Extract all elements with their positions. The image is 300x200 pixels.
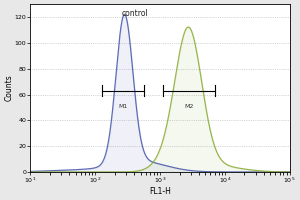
X-axis label: FL1-H: FL1-H	[149, 187, 171, 196]
Text: M2: M2	[184, 104, 194, 109]
Text: control: control	[121, 9, 148, 18]
Y-axis label: Counts: Counts	[4, 75, 13, 101]
Text: M1: M1	[118, 104, 128, 109]
